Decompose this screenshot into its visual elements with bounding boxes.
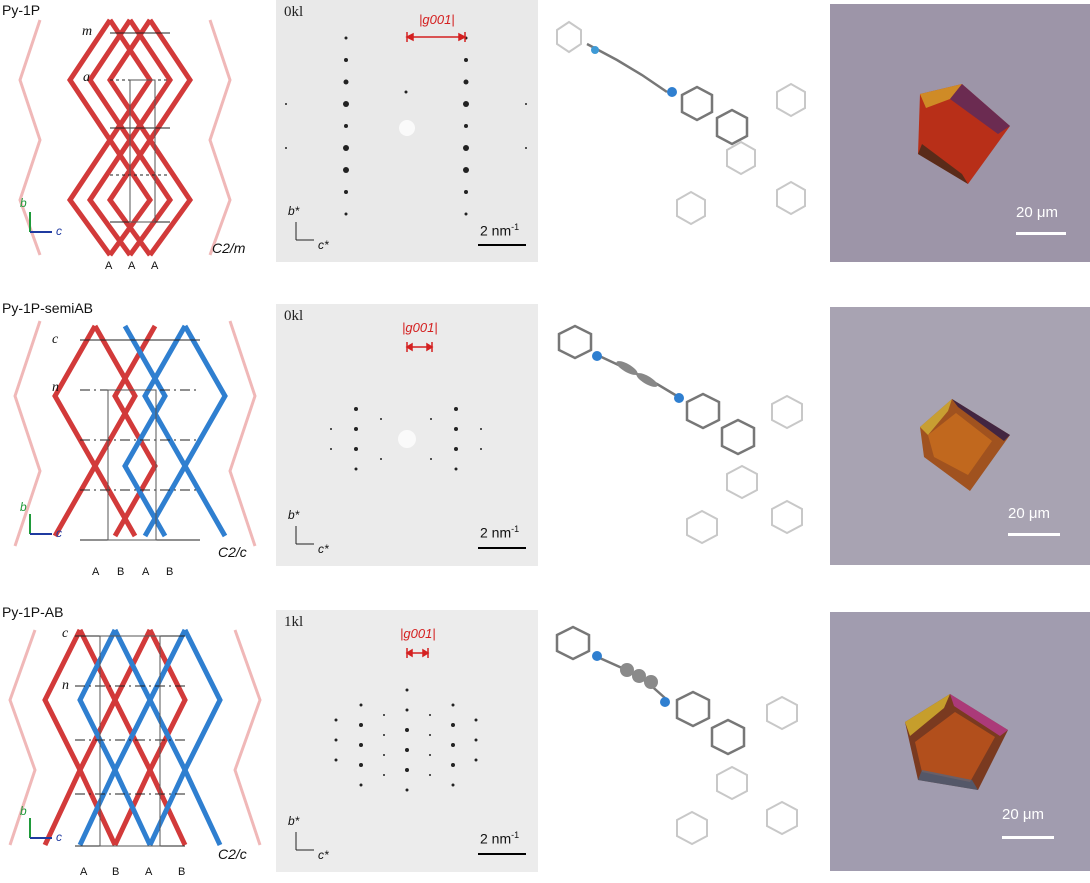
zone-axis-label: 0kl (284, 4, 304, 20)
lattice-tag-a: a (83, 70, 90, 85)
lattice-tag-c: c (52, 332, 59, 347)
axis-label-c: c (56, 830, 62, 844)
ed-axis-c: c* (318, 542, 329, 556)
ed-scale-exponent: -1 (511, 830, 520, 840)
crystal-micrograph: 20 μm (830, 307, 1090, 565)
panel-title: Py-1P (2, 2, 41, 18)
electron-diffraction-pattern: 0kl |g001| 2 nm-1 b* c* (276, 304, 538, 566)
molecular-structure-view (557, 324, 803, 545)
crystal-image (918, 84, 1010, 184)
ed-scale-value: 2 nm (480, 222, 512, 239)
photo-scale-bar (1008, 533, 1060, 536)
photo-scale-label: 20 μm (1016, 204, 1058, 221)
panel-title: Py-1P-AB (2, 604, 64, 620)
crystal-structure-view: c n C2/c A B A B b c (0, 296, 265, 586)
crystal-structure-view: c n C2/c A B A B b c (0, 600, 265, 883)
stacking-letter: A (145, 866, 153, 878)
stacking-letter: A (142, 566, 150, 578)
ed-scale-exponent: -1 (511, 222, 520, 232)
panel-title: Py-1P-semiAB (2, 300, 94, 316)
space-group-label: C2/c (218, 846, 247, 862)
ed-axis-b: b* (288, 508, 300, 522)
panel-row-py-1p: Py-1P (0, 0, 1090, 272)
electron-diffraction-pattern: 0kl |g001| 2 nm-1 b* c* (276, 0, 538, 262)
crystal-structure-view: m a C2/m A A A b c (0, 0, 265, 272)
ed-axis-b: b* (288, 814, 300, 828)
electron-diffraction-pattern: 1kl |g001| 2 nm-1 b* c* (276, 610, 538, 872)
axis-label-c: c (56, 224, 62, 238)
framework-drawing (13, 320, 257, 547)
stacking-letter: A (151, 260, 159, 272)
g001-label: |g001| (402, 320, 438, 335)
axis-label-b: b (20, 804, 27, 818)
ed-axis-c: c* (318, 238, 329, 252)
stacking-letter: B (178, 866, 186, 878)
lattice-tag-m: m (82, 24, 93, 39)
crystal-micrograph: 20 μm (830, 4, 1090, 262)
lattice-tag-n: n (62, 678, 69, 693)
g001-label: |g001| (419, 12, 455, 27)
ed-scale-value: 2 nm (480, 524, 512, 541)
ed-axis-b: b* (288, 204, 300, 218)
diffraction-spots (295, 342, 526, 549)
ed-scale-label: 2 nm-1 (480, 524, 519, 541)
zone-axis-label: 0kl (284, 308, 304, 324)
crystal-image (920, 399, 1010, 491)
photo-scale-bar (1002, 836, 1054, 839)
axis-label-c: c (56, 526, 62, 540)
molecular-structure-view (555, 625, 798, 846)
axis-label-b: b (20, 500, 27, 514)
molecular-structure-view (556, 20, 806, 226)
panel-row-py-1p-ab: Py-1P-AB (0, 600, 1090, 883)
stacking-letter: B (117, 566, 125, 578)
stacking-letter: A (92, 566, 100, 578)
photo-scale-label: 20 μm (1008, 505, 1050, 522)
panel-row-py-1p-semiab: Py-1P-semiAB (0, 296, 1090, 586)
ed-axis-c: c* (318, 848, 329, 862)
diffraction-spots (295, 648, 526, 855)
framework-drawing (18, 18, 232, 257)
lattice-tag-n: n (52, 380, 59, 395)
zone-axis-label: 1kl (284, 614, 304, 630)
crystal-image (905, 694, 1008, 790)
ed-scale-exponent: -1 (511, 524, 520, 534)
lattice-tag-c: c (62, 626, 69, 641)
framework-drawing (8, 628, 262, 847)
diffraction-spots (285, 32, 527, 246)
g001-label: |g001| (400, 626, 436, 641)
ed-scale-label: 2 nm-1 (480, 222, 519, 239)
stacking-letter: A (80, 866, 88, 878)
stacking-letter: A (105, 260, 113, 272)
crystal-micrograph: 20 μm (830, 612, 1090, 871)
axis-label-b: b (20, 196, 27, 210)
ed-scale-label: 2 nm-1 (480, 830, 519, 847)
space-group-label: C2/m (212, 240, 246, 256)
ed-scale-value: 2 nm (480, 830, 512, 847)
stacking-letter: B (166, 566, 174, 578)
stacking-letter: A (128, 260, 136, 272)
photo-scale-bar (1016, 232, 1066, 235)
stacking-letter: B (112, 866, 120, 878)
space-group-label: C2/c (218, 544, 247, 560)
photo-scale-label: 20 μm (1002, 806, 1044, 823)
